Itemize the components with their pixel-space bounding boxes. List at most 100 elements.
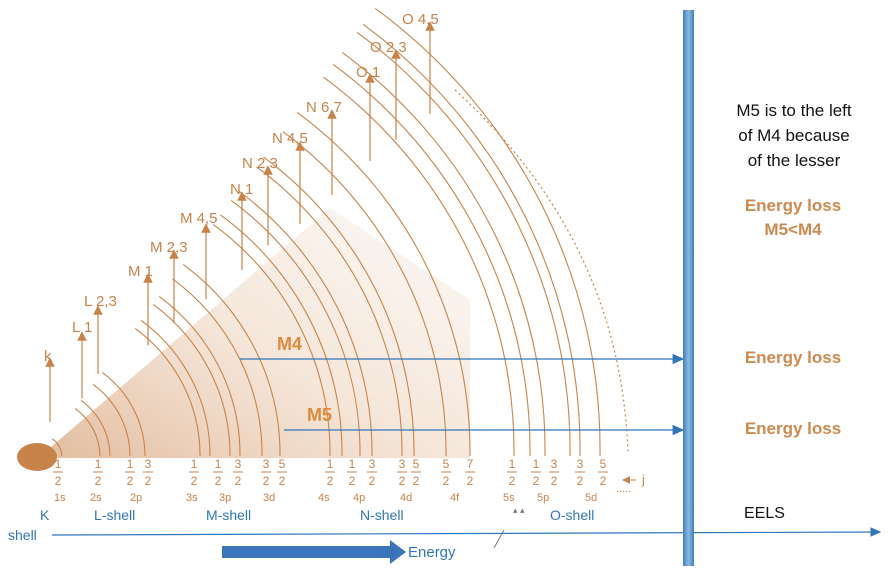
shell-axis-label: shell [8,527,37,543]
j-denominator: 2 [369,474,376,488]
level-arrows [45,21,435,422]
note-line-2: of M4 because [738,126,850,145]
orbital-5d: 5d [585,492,597,504]
level-m45: M 4,5 [180,210,218,227]
j-numerator: 1 [55,457,62,471]
j-numerator: 3 [399,457,406,471]
shell-arc [282,131,447,457]
shell-arc [296,111,471,457]
level-l23: L 2,3 [84,293,117,310]
shell-k-label: K [40,507,50,523]
shell-arc [80,399,111,457]
j-numerator: 1 [215,457,222,471]
j-numerator: 3 [577,457,584,471]
j-denominator: 2 [55,474,62,488]
level-l1: L 1 [72,319,92,336]
j-denominator: 2 [399,474,406,488]
j-denominator: 2 [327,474,334,488]
j-denominator: 2 [467,474,474,488]
shell-arc [220,214,343,457]
level-n23: N 2,3 [242,155,278,172]
j-label: j [641,472,645,487]
j-denominator: 2 [443,474,450,488]
shell-arc [362,23,581,457]
dotted-arc [454,89,629,453]
shell-arc [230,199,361,457]
level-o23: O 2,3 [370,39,407,56]
orbital-5p: 5p [537,492,549,504]
orbital-5s: 5s [503,492,515,504]
j-denominator: 2 [413,474,420,488]
energy-loss-comparison: Energy loss M5<M4 [710,194,876,242]
shell-arc [332,63,531,457]
m5-label: M5 [307,405,332,425]
j-numerator: 3 [263,457,270,471]
j-denominator: 2 [145,474,152,488]
j-numerator: 3 [145,457,152,471]
shell-axis-arrow [51,527,882,537]
orbital-2p: 2p [130,492,142,504]
shell-arc [238,190,373,457]
shell-arc [172,278,263,457]
energy-label: Energy [408,544,456,561]
j-numerator: 5 [600,457,607,471]
axis-break-mark [493,529,505,549]
orbital-4s: 4s [318,492,330,504]
shell-arc [323,76,515,457]
orbital-3s: 3s [186,492,198,504]
j-denominator: 2 [191,474,198,488]
j-numerator: 7 [467,457,474,471]
shell-arc [341,51,546,457]
shell-arc [152,303,231,457]
orbital-3p: 3p [219,492,231,504]
j-numerator: 3 [551,457,558,471]
j-numerator: 1 [327,457,334,471]
level-k: k [44,348,52,365]
energy-arrow [222,540,406,564]
j-denominator: 2 [279,474,286,488]
energy-loss-compare-line-2: M5<M4 [764,220,822,239]
j-numerator: 3 [235,457,242,471]
shell-arc [134,327,201,457]
note-line-1: M5 is to the left [736,101,852,120]
shell-arc [374,7,601,457]
j-denominator: 2 [215,474,222,488]
m4-label: M4 [277,334,302,354]
orbital-1s: 1s [54,492,66,504]
j-denominator: 2 [600,474,607,488]
energy-loss-m5: Energy loss [744,419,842,438]
level-m23: M 2,3 [150,239,188,256]
energy-loss-compare-line-1: Energy loss [744,196,842,215]
j-numerator: 1 [127,457,134,471]
shell-arc [46,446,53,457]
j-numerator: 1 [95,457,102,471]
axis-break-dots: ▴ ▴ [513,505,525,515]
shell-arc [212,223,331,457]
shell-m-label: M-shell [206,507,251,523]
j-denominator: 2 [263,474,270,488]
shell-arc [356,31,571,457]
level-n67: N 6,7 [306,99,342,116]
j-denominator: 2 [577,474,584,488]
j-numerator: 3 [369,457,376,471]
j-numerator: 5 [443,457,450,471]
shell-arc [52,438,63,457]
energy-loss-m4: Energy loss [744,348,842,367]
shell-arc [92,383,131,457]
level-o1: O 1 [356,64,380,81]
j-numerator: 5 [279,457,286,471]
orbital-4p: 4p [353,492,365,504]
j-numerator: 1 [191,457,198,471]
level-o45: O 4,5 [402,11,439,28]
nucleus [17,443,57,471]
j-values: 1212123212123232521212323252527212123232… [53,457,608,488]
j-denominator: 2 [95,474,102,488]
shell-l-label: L-shell [94,507,135,523]
j-numerator: 1 [509,457,516,471]
level-n45: N 4,5 [272,130,308,147]
shell-o-label: O-shell [550,507,594,523]
eels-label: EELS [744,505,785,522]
shell-arc [256,166,403,457]
orbital-3d: 3d [263,492,275,504]
